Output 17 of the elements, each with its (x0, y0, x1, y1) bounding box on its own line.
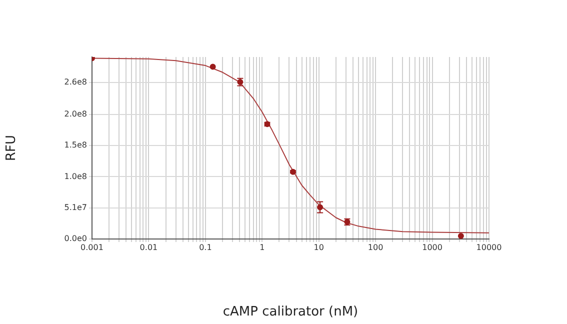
x-axis-title: cAMP calibrator (nM) (222, 304, 358, 320)
x-tick-label: 0.001 (80, 242, 104, 252)
x-tick-label: 1 (260, 242, 265, 252)
x-tick-label: 0.01 (140, 242, 158, 252)
y-axis-title: RFU (4, 134, 20, 162)
y-tick-label: 2.6e8 (64, 78, 87, 87)
y-tick-label: 0.0e0 (64, 234, 87, 244)
x-tick-label: 1000 (422, 242, 442, 252)
y-tick-label: 1.0e8 (64, 172, 87, 181)
x-tick-label: 100 (368, 242, 384, 252)
y-tick-label: 5.1e7 (64, 202, 87, 212)
x-tick-label: 0.1 (199, 242, 212, 252)
x-tick-label: 10 (314, 242, 324, 252)
point (210, 64, 216, 70)
y-tick-label: 2.0e8 (64, 109, 87, 118)
y-tick-label: 1.5e8 (64, 140, 87, 150)
x-tick-label: 10000 (476, 242, 502, 252)
